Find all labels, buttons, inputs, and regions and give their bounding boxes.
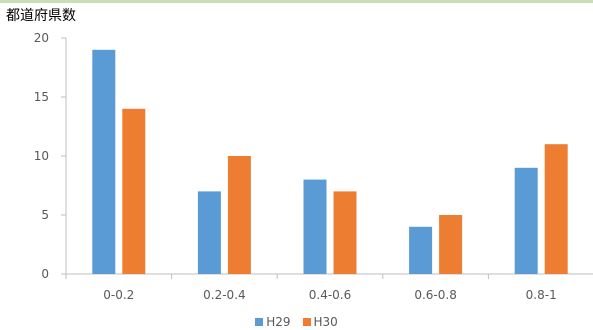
y-axis-label: 都道府県数 bbox=[6, 8, 76, 24]
bar-h29-0.4-0.6 bbox=[303, 179, 327, 274]
bar-h30-0-0.2 bbox=[122, 108, 146, 274]
bar-h29-0.8-1 bbox=[514, 167, 538, 274]
y-tick-label: 15 bbox=[34, 90, 49, 104]
bar-h29-0-0.2 bbox=[92, 49, 116, 274]
bar-h30-0.2-0.4 bbox=[227, 156, 251, 274]
bar-h30-0.6-0.8 bbox=[439, 215, 463, 274]
legend-label-h30: H30 bbox=[313, 315, 338, 329]
bar-h29-0.2-0.4 bbox=[197, 191, 221, 274]
legend-label-h29: H29 bbox=[266, 315, 291, 329]
y-tick-label: 0 bbox=[41, 267, 49, 281]
bar-h29-0.6-0.8 bbox=[409, 226, 433, 274]
chart-tick-labels: 0 5 10 15 20 0-0.2 0.2-0.4 0.4-0.6 0.6-0.8 0.8-1 bbox=[34, 31, 557, 302]
y-tick-label: 5 bbox=[41, 208, 49, 222]
chart-bars bbox=[92, 49, 568, 274]
top-divider bbox=[0, 0, 593, 3]
bar-h30-0.4-0.6 bbox=[333, 191, 357, 274]
legend-swatch-h29 bbox=[255, 318, 264, 326]
x-tick-label: 0-0.2 bbox=[103, 288, 134, 302]
chart-axes bbox=[61, 37, 593, 279]
x-tick-label: 0.4-0.6 bbox=[309, 288, 352, 302]
y-tick-label: 10 bbox=[34, 149, 49, 163]
x-tick-label: 0.2-0.4 bbox=[203, 288, 246, 302]
bar-h30-0.8-1 bbox=[544, 144, 568, 274]
legend-swatch-h30 bbox=[302, 318, 311, 326]
x-tick-label: 0.6-0.8 bbox=[414, 288, 457, 302]
y-tick-label: 20 bbox=[34, 31, 49, 45]
x-tick-label: 0.8-1 bbox=[526, 288, 557, 302]
legend-item-h29: H29 bbox=[255, 315, 291, 329]
legend: H29 H30 bbox=[0, 315, 593, 329]
legend-item-h30: H30 bbox=[302, 315, 338, 329]
